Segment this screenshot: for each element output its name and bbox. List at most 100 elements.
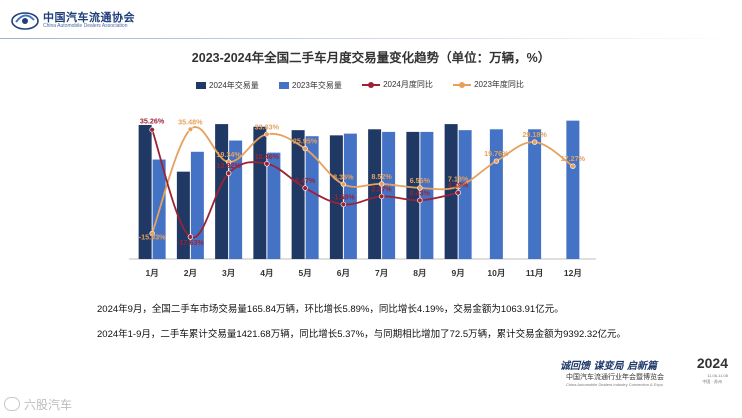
bar-2024-9 (444, 124, 458, 259)
point-2023-yoy-3 (225, 159, 232, 165)
legend-swatch-2024-volume (196, 81, 206, 89)
bar-2024-5 (291, 130, 305, 259)
legend-label-2023-volume: 2023年交易量 (292, 80, 342, 90)
point-2024-yoy-9 (455, 190, 461, 196)
bar-2024-2 (176, 171, 190, 259)
point-2023-yoy-11 (531, 139, 538, 145)
event-date: 11.06-11.08 (707, 373, 728, 378)
label-2023-yoy-10: 19.76% (484, 149, 509, 158)
label-2023-yoy-8: 6.56% (410, 176, 431, 185)
bar-2023-12 (566, 120, 580, 259)
x-tick-label-10: 10月 (487, 268, 505, 278)
bar-2023-4 (267, 152, 281, 259)
event-year: 2024 (696, 355, 728, 371)
label-2024-yoy-7: 2.37% (371, 184, 392, 193)
label-2024-yoy-1: 35.26% (140, 117, 165, 126)
header-divider (0, 38, 742, 39)
point-2024-yoy-3 (225, 170, 232, 176)
point-2024-yoy-6 (340, 201, 347, 208)
x-tick-label-5: 5月 (299, 268, 312, 278)
org-logo[interactable]: 中国汽车流通协会 China Automobile Dealers Associ… (10, 6, 180, 34)
bar-2023-6 (343, 133, 357, 259)
x-tick-label-11: 11月 (526, 268, 544, 278)
org-name: 中国汽车流通协会 (43, 12, 135, 24)
bar-2024-4 (253, 126, 267, 259)
label-2024-yoy-9: 4.19% (448, 181, 469, 190)
x-tick-label-3: 3月 (222, 268, 235, 278)
point-2023-yoy-4 (264, 131, 270, 137)
legend-item-2023-yoy: 2023年度同比 (453, 79, 524, 90)
point-2024-yoy-5 (302, 185, 308, 191)
point-2023-yoy-5 (302, 145, 308, 152)
point-2023-yoy-2 (187, 126, 194, 132)
bar-2024-3 (215, 124, 229, 259)
legend-label-2024-yoy: 2024月度同比 (383, 80, 433, 89)
label-2023-yoy-3: 19.34% (216, 150, 241, 159)
cada-logo-icon (11, 12, 39, 30)
event-name: 中国汽车流通行业年会暨博览会 (566, 374, 664, 381)
legend-swatch-2024-yoy (362, 81, 381, 89)
bar-2024-8 (406, 131, 420, 259)
label-2024-yoy-3: 13.82% (216, 161, 241, 170)
bar-2024-1 (138, 124, 152, 260)
label-2023-yoy-9: 7.18% (448, 175, 469, 184)
point-2024-yoy-7 (378, 193, 385, 200)
point-2023-yoy-1 (149, 230, 155, 237)
chart-title: 2023-2024年全国二手车月度交易量变化趋势（单位：万辆，%） (191, 51, 551, 65)
legend-swatch-2023-yoy (453, 81, 472, 89)
summary-paragraph-september: 2024年9月，全国二手车市场交易量165.84万辆，环比增长5.89%，同比增… (97, 304, 564, 315)
label-2023-yoy-2: 35.48% (178, 117, 203, 126)
point-2023-yoy-6 (340, 181, 347, 187)
watermark-text: 六股汽车 (24, 398, 73, 412)
bar-2024-7 (368, 129, 382, 259)
label-2023-yoy-4: 33.03% (255, 122, 280, 131)
bar-2023-9 (458, 130, 472, 259)
watermark-logo-icon (4, 397, 20, 411)
bar-2024-6 (329, 135, 343, 259)
x-tick-label-7: 7月 (375, 268, 388, 278)
bar-2023-8 (420, 131, 434, 259)
bar-2023-10 (489, 129, 503, 259)
label-2023-yoy-12: 17.27% (561, 154, 586, 163)
chart-plot: -15.93% 35.48% 19.34% 33.03% 25.95% 8.36% 8.52… (129, 117, 596, 278)
bar-2023-5 (305, 136, 319, 259)
point-2023-yoy-7 (378, 181, 385, 187)
legend-swatch-2023-volume (279, 81, 290, 89)
bar-2023-7 (382, 131, 396, 259)
point-2023-yoy-10 (493, 158, 500, 164)
point-2023-yoy-8 (417, 185, 423, 191)
label-2023-yoy-7: 8.52% (371, 172, 392, 181)
label-2024-yoy-2: -17.63% (177, 238, 204, 247)
legend-item-2023-volume: 2023年交易量 (279, 80, 342, 91)
x-tick-label-4: 4月 (260, 268, 273, 278)
chart-legend: 2024年交易量 2023年交易量 2024月度同比 2023年度同比 (196, 79, 542, 91)
org-name-en: China Automobile Dealers Association (43, 23, 128, 29)
x-tick-label-6: 6月 (337, 268, 350, 278)
x-tick-label-12: 12月 (564, 268, 582, 278)
header: 中国汽车流通协会 China Automobile Dealers Associ… (0, 0, 742, 40)
bar-2023-11 (528, 129, 542, 259)
watermark: 六股汽车 (4, 396, 72, 413)
legend-item-2024-yoy: 2024月度同比 (362, 79, 433, 90)
x-tick-label-9: 9月 (452, 268, 465, 278)
label-2023-yoy-11: 29.18% (522, 130, 547, 139)
event-slogan: 诚回馈 谋变局 启新篇 (560, 361, 657, 372)
point-2024-yoy-8 (417, 197, 423, 204)
label-2024-yoy-5: 6.47% (295, 176, 316, 185)
x-tick-label-8: 8月 (413, 268, 426, 278)
label-2024-yoy-8: 0.43% (410, 188, 431, 197)
label-2024-yoy-4: 18.46% (255, 152, 280, 161)
event-name-en: China Automobile Dealers Industry Conven… (566, 382, 663, 387)
point-2024-yoy-2 (187, 234, 194, 240)
point-2024-yoy-1 (149, 127, 155, 133)
point-2024-yoy-4 (264, 161, 270, 167)
legend-label-2023-yoy: 2023年度同比 (474, 80, 524, 89)
event-place: 中国 · 苏州 (702, 379, 722, 384)
x-tick-label-1: 1月 (146, 268, 159, 278)
label-2023-yoy-6: 8.36% (333, 172, 354, 181)
label-2023-yoy-5: 25.95% (293, 137, 318, 146)
label-2024-yoy-6: -1.58% (332, 192, 355, 201)
legend-item-2024-volume: 2024年交易量 (196, 80, 259, 91)
label-2023-yoy-1: -15.93% (139, 232, 166, 241)
summary-paragraph-ytd: 2024年1-9月，二手车累计交易量1421.68万辆，同比增长5.37%，与同… (97, 329, 626, 340)
